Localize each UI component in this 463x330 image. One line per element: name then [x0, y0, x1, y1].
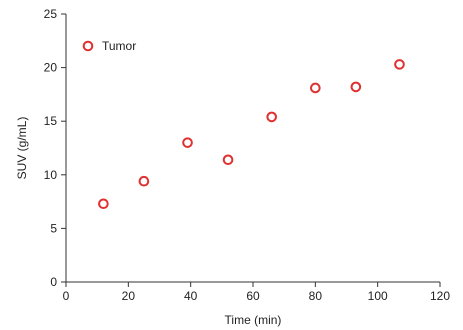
data-point [350, 81, 362, 93]
legend-marker-tumor [82, 40, 94, 52]
x-tick-label: 0 [63, 289, 70, 303]
data-point [98, 198, 109, 210]
x-tick-label: 20 [122, 289, 136, 303]
y-axis-title: SUV (g/mL) [15, 117, 29, 180]
legend: Tumor [82, 39, 136, 53]
legend-label-tumor: Tumor [102, 39, 136, 53]
data-point [266, 111, 278, 123]
ticks: 0 20 40 60 80 100 120 0 5 10 15 20 25 [44, 7, 451, 303]
x-tick-label: 100 [368, 289, 388, 303]
x-tick-label: 120 [430, 289, 450, 303]
y-tick-label: 10 [44, 168, 58, 182]
y-tick-label: 20 [44, 61, 58, 75]
data-point [182, 137, 193, 148]
data-point [138, 175, 150, 187]
x-tick-label: 80 [309, 289, 323, 303]
y-tick-label: 5 [50, 221, 57, 235]
axes [65, 14, 440, 283]
x-axis-title: Time (min) [225, 313, 282, 327]
data-point [310, 82, 321, 94]
data-point [394, 59, 405, 70]
data-points [98, 59, 405, 210]
x-tick-label: 60 [246, 289, 260, 303]
y-tick-label: 0 [50, 275, 57, 289]
x-tick-label: 40 [184, 289, 198, 303]
y-tick-label: 15 [44, 114, 58, 128]
data-point [222, 154, 234, 166]
y-tick-label: 25 [44, 7, 58, 21]
